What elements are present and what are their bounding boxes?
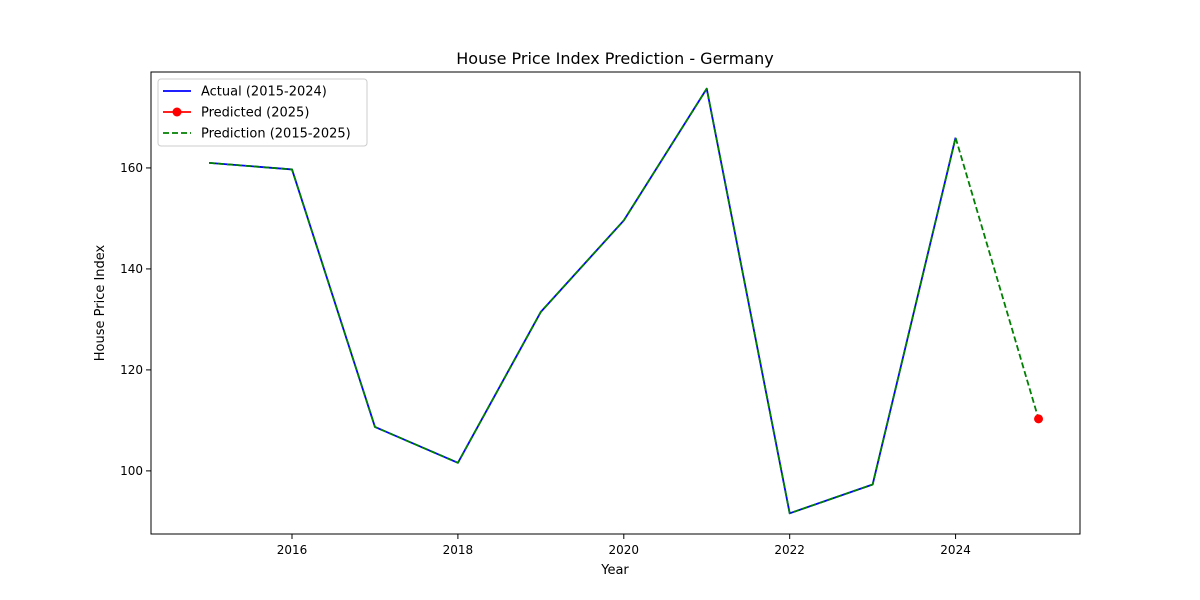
x-axis: 2016 2018 2020 2022 2024 [277, 534, 971, 557]
legend-label: Predicted (2025) [201, 106, 309, 121]
y-tick-label: 120 [120, 363, 143, 377]
y-tick-label: 160 [120, 161, 143, 175]
series-layer [208, 87, 1044, 515]
legend-item: Prediction (2015-2025) [163, 127, 351, 142]
chart-title: House Price Index Prediction - Germany [456, 49, 773, 68]
predicted-point [1034, 414, 1044, 424]
legend-swatch-marker [172, 107, 182, 117]
series-line-prediction [208, 87, 1040, 515]
x-tick-label: 2022 [774, 543, 805, 557]
legend-item: Actual (2015-2024) [163, 85, 327, 100]
x-tick-label: 2018 [443, 543, 474, 557]
legend-label: Actual (2015-2024) [201, 85, 327, 100]
x-tick-label: 2016 [277, 543, 308, 557]
y-tick-label: 140 [120, 262, 143, 276]
y-axis-label: House Price Index [93, 244, 108, 361]
y-tick-label: 100 [120, 464, 143, 478]
y-axis: 100 120 140 160 [120, 161, 151, 478]
x-tick-label: 2020 [609, 543, 640, 557]
legend-label: Prediction (2015-2025) [201, 127, 351, 142]
plot-frame [150, 71, 1081, 535]
legend: Actual (2015-2024) Predicted (2025) Predic… [157, 78, 368, 147]
legend-box [157, 78, 368, 147]
legend-item: Predicted (2025) [163, 106, 309, 121]
x-axis-label: Year [600, 563, 629, 578]
plot-area [150, 71, 1081, 535]
x-tick-label: 2024 [940, 543, 971, 557]
